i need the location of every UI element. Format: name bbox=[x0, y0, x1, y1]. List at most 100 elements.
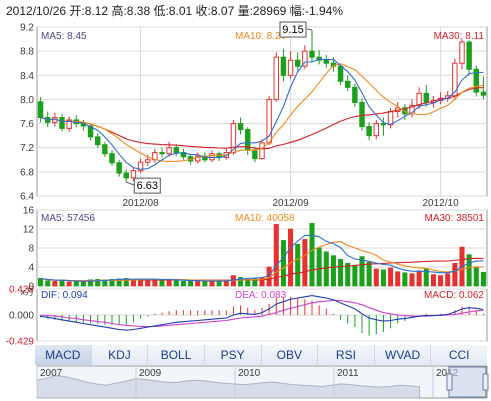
low-callout-pointer bbox=[126, 181, 135, 186]
volume-bar bbox=[473, 266, 479, 287]
volume-ma5-line bbox=[40, 234, 484, 282]
volume-bar bbox=[216, 280, 222, 287]
tab-macd[interactable]: MACD bbox=[35, 345, 92, 365]
volume-bar bbox=[273, 223, 279, 287]
tab-boll[interactable]: BOLL bbox=[148, 345, 205, 365]
volume-bar bbox=[66, 281, 72, 287]
price-panel-frame bbox=[36, 26, 488, 197]
price-tick-label: 9.2 bbox=[20, 23, 34, 34]
candle-body bbox=[459, 41, 465, 64]
high-callout-pointer bbox=[306, 28, 313, 31]
tab-rsi[interactable]: RSI bbox=[318, 345, 375, 365]
volume-bar bbox=[345, 262, 351, 287]
volume-legend-ma5: MA5: 57456 bbox=[41, 213, 95, 224]
macd-tick-label: 0.000 bbox=[9, 311, 34, 322]
volume-bar bbox=[452, 262, 458, 287]
macd-legend-macd: MACD: 0.062 bbox=[424, 290, 484, 301]
candle-body bbox=[123, 172, 129, 179]
price-tick-label: 7.2 bbox=[20, 143, 34, 154]
candle-body bbox=[416, 92, 422, 106]
volume-bar bbox=[430, 274, 436, 287]
volume-bar bbox=[388, 267, 394, 287]
legend-ma10: MA10: 8.20 bbox=[235, 31, 287, 42]
tab-kdj[interactable]: KDJ bbox=[91, 345, 149, 365]
volume-bar bbox=[52, 280, 58, 287]
volume-bar bbox=[145, 279, 151, 287]
date-tick-label: 2012/10 bbox=[422, 198, 459, 209]
candle-body bbox=[159, 152, 165, 155]
tab-psy[interactable]: PSY bbox=[204, 345, 262, 365]
volume-tick-label: 16 bbox=[23, 206, 35, 217]
candle-body bbox=[452, 62, 458, 97]
date-tick-label: 2012/08 bbox=[122, 198, 159, 209]
candle-body bbox=[466, 41, 472, 70]
overview-left-handle bbox=[446, 373, 453, 391]
candle-body bbox=[109, 153, 115, 164]
quote-header: 2012/10/26 开:8.12 高:8.38 低:8.01 收:8.07 量… bbox=[6, 2, 343, 19]
ma5-line bbox=[40, 58, 484, 170]
overview-year-label: 2010 bbox=[238, 368, 261, 379]
low-callout-label: 6.63 bbox=[137, 180, 158, 192]
overview-year-label: 2007 bbox=[40, 368, 63, 379]
high-callout-label: 9.15 bbox=[282, 24, 303, 36]
volume-bar bbox=[416, 270, 422, 287]
volume-bar bbox=[316, 247, 322, 287]
quote-low: 低:8.01 bbox=[153, 4, 193, 18]
candle-body bbox=[273, 56, 280, 100]
quote-change: 幅:-1.94% bbox=[289, 4, 344, 18]
volume-bar bbox=[102, 279, 108, 287]
volume-bar bbox=[380, 269, 386, 287]
candle-body bbox=[295, 59, 301, 67]
volume-bar bbox=[123, 278, 129, 287]
volume-bar bbox=[288, 228, 294, 287]
volume-bar bbox=[359, 256, 365, 287]
volume-bar bbox=[238, 277, 244, 287]
volume-bar bbox=[88, 279, 94, 287]
volume-bar bbox=[409, 273, 415, 287]
tab-wvad[interactable]: WVAD bbox=[374, 345, 432, 365]
dea-line bbox=[40, 299, 484, 328]
overview-right-handle bbox=[482, 373, 489, 391]
low-callout-box bbox=[133, 177, 161, 194]
candle-body bbox=[309, 50, 315, 58]
legend-ma5: MA5: 8.45 bbox=[41, 31, 87, 42]
candle-body bbox=[280, 56, 287, 76]
dif-line bbox=[40, 295, 484, 331]
quote-open: 开:8.12 bbox=[69, 4, 109, 18]
volume-bar bbox=[330, 255, 336, 287]
volume-bar bbox=[466, 254, 472, 287]
volume-tick-label: 12 bbox=[23, 225, 35, 236]
macd-legend-dif: DIF: 0.094 bbox=[41, 290, 88, 301]
legend-ma30: MA30: 8.11 bbox=[434, 31, 485, 42]
candle-body bbox=[373, 123, 380, 137]
price-tick-label: 8.8 bbox=[20, 47, 34, 58]
tab-obv[interactable]: OBV bbox=[261, 345, 319, 365]
candle-body bbox=[195, 155, 201, 162]
candle-body bbox=[380, 123, 387, 126]
price-tick-label: 6.8 bbox=[20, 167, 34, 178]
volume-bar bbox=[395, 271, 401, 287]
quote-high: 高:8.38 bbox=[111, 4, 151, 18]
volume-bar bbox=[423, 268, 429, 287]
overview-area bbox=[36, 375, 420, 399]
volume-tick-label: 0 bbox=[28, 282, 34, 293]
candle-body bbox=[473, 68, 480, 93]
candle-body bbox=[145, 159, 151, 163]
quote-volume: 量:28969 bbox=[237, 4, 287, 18]
volume-bar bbox=[38, 278, 44, 287]
price-tick-label: 7.6 bbox=[20, 119, 34, 130]
price-tick-label: 6.4 bbox=[20, 192, 34, 203]
volume-bar bbox=[309, 223, 315, 287]
overview-year-label: 2009 bbox=[139, 368, 162, 379]
volume-bar bbox=[438, 275, 444, 287]
candle-body bbox=[387, 111, 394, 126]
candle-body bbox=[37, 101, 44, 119]
tab-cci[interactable]: CCI bbox=[431, 345, 487, 365]
candle-body bbox=[87, 125, 94, 138]
volume-bar bbox=[95, 279, 101, 287]
overview-year-label: 2011 bbox=[337, 368, 359, 379]
volume-bar bbox=[59, 279, 65, 287]
volume-bar bbox=[352, 264, 358, 287]
